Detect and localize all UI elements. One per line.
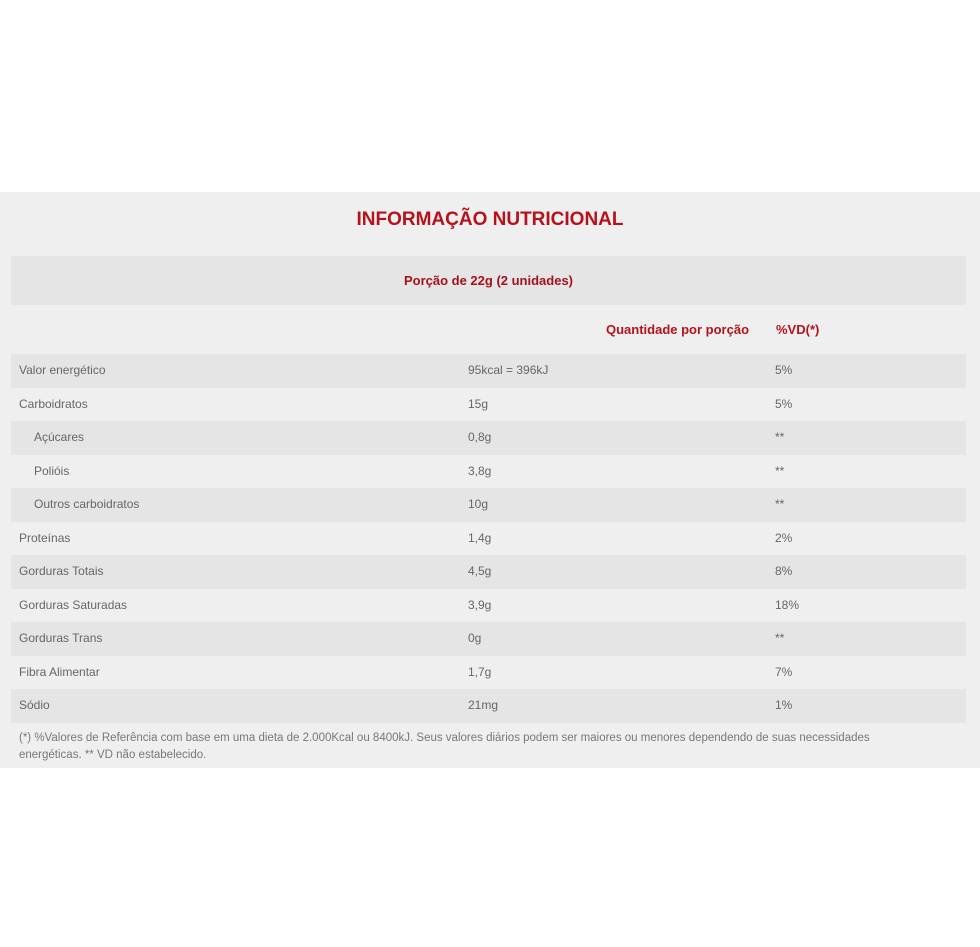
table-row: Sódio 21mg 1% (11, 689, 966, 723)
table-row: Outros carboidratos 10g ** (11, 488, 966, 522)
nutrition-table: Valor energético 95kcal = 396kJ 5% Carboidr… (11, 354, 966, 723)
nutrient-quantity: 21mg (468, 698, 499, 712)
nutrition-panel: INFORMAÇÃO NUTRICIONAL Porção de 22g (2 … (0, 192, 980, 768)
nutrient-vd: 5% (775, 363, 793, 377)
nutrient-name: Gorduras Trans (19, 631, 103, 645)
nutrient-quantity: 3,8g (468, 463, 492, 478)
nutrient-vd: ** (775, 631, 785, 645)
nutrient-quantity: 4,5g (468, 564, 492, 578)
nutrient-name: Proteínas (19, 530, 71, 545)
nutrient-quantity: 1,7g (468, 664, 492, 679)
table-row: Fibra Alimentar 1,7g 7% (11, 656, 966, 690)
header-vd: %VD(*) (776, 322, 820, 337)
nutrient-quantity: 0,8g (468, 430, 492, 444)
table-row: Valor energético 95kcal = 396kJ 5% (11, 354, 966, 388)
table-row: Açúcares 0,8g ** (11, 421, 966, 455)
nutrient-name: Fibra Alimentar (19, 664, 100, 679)
portion-size: Porção de 22g (2 unidades) (11, 256, 966, 305)
nutrient-vd: 18% (775, 597, 800, 612)
nutrient-vd: ** (775, 430, 785, 444)
nutrient-vd: 1% (775, 698, 793, 712)
page-title: INFORMAÇÃO NUTRICIONAL (356, 209, 624, 230)
nutrient-quantity: 15g (468, 396, 489, 411)
table-row: Proteínas 1,4g 2% (11, 522, 966, 556)
nutrient-name: Açúcares (34, 430, 85, 444)
nutrient-vd: ** (775, 463, 785, 478)
nutrient-vd: 2% (775, 530, 793, 545)
table-row: Gorduras Saturadas 3,9g 18% (11, 589, 966, 623)
nutrient-quantity: 10g (468, 497, 489, 511)
nutrient-quantity: 3,9g (468, 597, 492, 612)
nutrient-name: Gorduras Saturadas (19, 597, 128, 612)
nutrient-name: Polióis (34, 463, 70, 478)
nutrient-vd: 8% (775, 564, 793, 578)
nutrient-name: Outros carboidratos (34, 497, 140, 511)
nutrient-name: Valor energético (19, 363, 106, 377)
table-row: Carboidratos 15g 5% (11, 388, 966, 422)
nutrient-name: Sódio (19, 698, 50, 712)
header-quantity: Quantidade por porção (606, 322, 750, 337)
nutrient-quantity: 95kcal = 396kJ (468, 363, 549, 377)
nutrient-vd: 5% (775, 396, 793, 411)
footnote: (*) %Valores de Referência com base em u… (19, 732, 870, 761)
nutrient-vd: ** (775, 497, 785, 511)
table-row: Polióis 3,8g ** (11, 455, 966, 489)
nutrient-name: Carboidratos (19, 396, 88, 411)
nutrient-name: Gorduras Totais (19, 564, 104, 578)
nutrient-vd: 7% (775, 664, 793, 679)
nutrient-quantity: 0g (468, 631, 482, 645)
table-row: Gorduras Trans 0g ** (11, 622, 966, 656)
nutrient-quantity: 1,4g (468, 530, 492, 545)
table-row: Gorduras Totais 4,5g 8% (11, 555, 966, 589)
